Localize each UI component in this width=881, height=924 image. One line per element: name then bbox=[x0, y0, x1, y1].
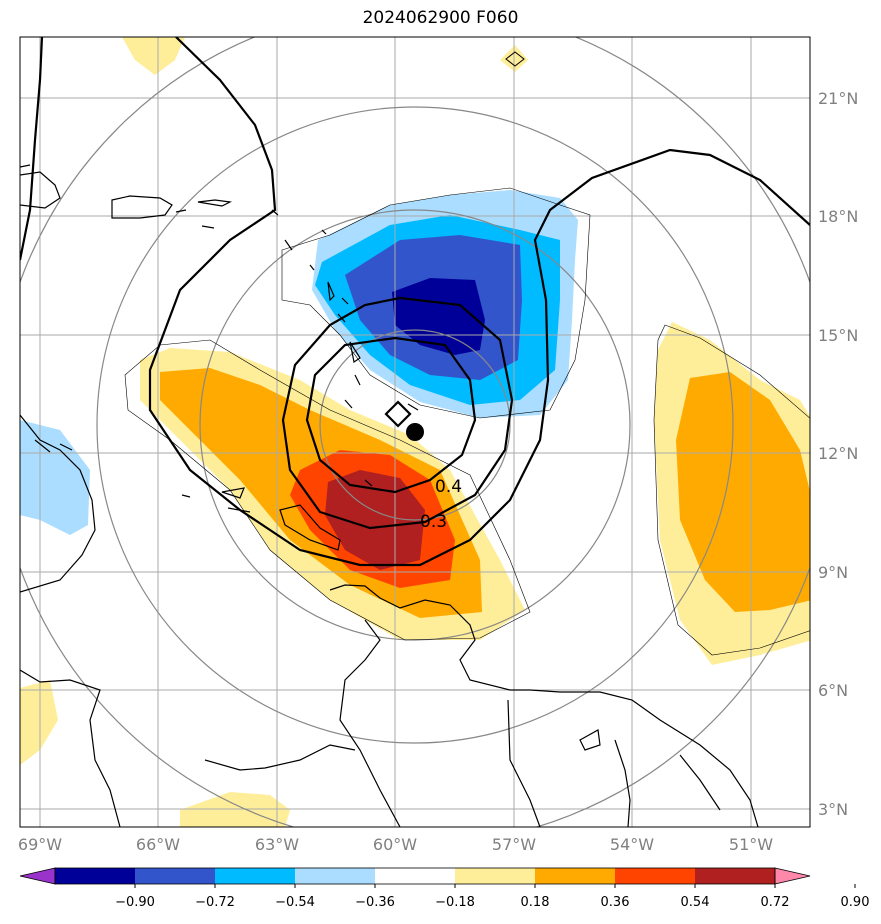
colorbar-frame bbox=[54, 867, 776, 885]
plot-frame bbox=[19, 36, 811, 828]
colorbar-tick-label: 0.72 bbox=[761, 895, 790, 910]
negative-anomaly-field bbox=[312, 190, 578, 418]
lon-label: 60°W bbox=[373, 835, 417, 854]
lon-label: 57°W bbox=[492, 835, 536, 854]
lat-label: 12°N bbox=[818, 444, 858, 463]
colorbar-bin bbox=[695, 868, 775, 884]
colorbar-bin bbox=[55, 868, 135, 884]
latitude-labels: 21°N 18°N 15°N 12°N 9°N 6°N 3°N bbox=[818, 89, 858, 819]
lon-label: 54°W bbox=[610, 835, 654, 854]
lat-label: 9°N bbox=[818, 563, 848, 582]
lat-label: 21°N bbox=[818, 89, 858, 108]
colorbar-tick-label: −0.90 bbox=[115, 895, 155, 910]
small-diamond-marker bbox=[505, 51, 525, 67]
colorbar-tick-label: 0.54 bbox=[681, 895, 710, 910]
map-plot-area: 0.4 0.3 bbox=[20, 37, 810, 827]
gridlines bbox=[20, 37, 810, 827]
coastlines bbox=[20, 164, 759, 827]
colorbar-bin bbox=[375, 868, 455, 884]
colorbar-tick-label: −0.72 bbox=[195, 895, 235, 910]
map-title: 2024062900 F060 bbox=[362, 8, 519, 28]
longitude-labels: 69°W 66°W 63°W 60°W 57°W 54°W 51°W bbox=[18, 835, 773, 854]
colorbar: −0.90 −0.72 −0.54 −0.36 −0.18 0.18 0.36 0.54 0.7… bbox=[19, 867, 870, 910]
lat-label: 15°N bbox=[818, 326, 858, 345]
storm-center-dot bbox=[406, 423, 424, 441]
lon-label: 63°W bbox=[255, 835, 299, 854]
colorbar-bin bbox=[295, 868, 375, 884]
lon-label: 69°W bbox=[18, 835, 62, 854]
lat-label: 18°N bbox=[818, 207, 858, 226]
thick-contours bbox=[20, 37, 810, 567]
colorbar-tick-label: 0.90 bbox=[841, 895, 870, 910]
storm-markers bbox=[384, 51, 525, 441]
colorbar-tick-label: 0.36 bbox=[601, 895, 630, 910]
colorbar-tick-label: −0.54 bbox=[275, 895, 315, 910]
colorbar-bin bbox=[455, 868, 535, 884]
colorbar-bin bbox=[615, 868, 695, 884]
colorbar-extension-high bbox=[774, 867, 811, 885]
lat-label: 3°N bbox=[818, 800, 848, 819]
colorbar-bin bbox=[535, 868, 615, 884]
colorbar-extension-low bbox=[19, 867, 56, 885]
contour-label-03: 0.3 bbox=[420, 512, 447, 532]
lon-label: 66°W bbox=[136, 835, 180, 854]
forecast-diamond-marker bbox=[384, 400, 412, 428]
lon-label: 51°W bbox=[729, 835, 773, 854]
colorbar-tick-label: −0.36 bbox=[355, 895, 395, 910]
contour-label-04: 0.4 bbox=[435, 477, 462, 497]
lat-label: 6°N bbox=[818, 681, 848, 700]
colorbar-tick-label: 0.18 bbox=[521, 895, 550, 910]
colorbar-bin bbox=[135, 868, 215, 884]
positive-anomaly-field-west bbox=[140, 348, 525, 640]
colorbar-tick-label: −0.18 bbox=[435, 895, 475, 910]
colorbar-bin bbox=[215, 868, 295, 884]
